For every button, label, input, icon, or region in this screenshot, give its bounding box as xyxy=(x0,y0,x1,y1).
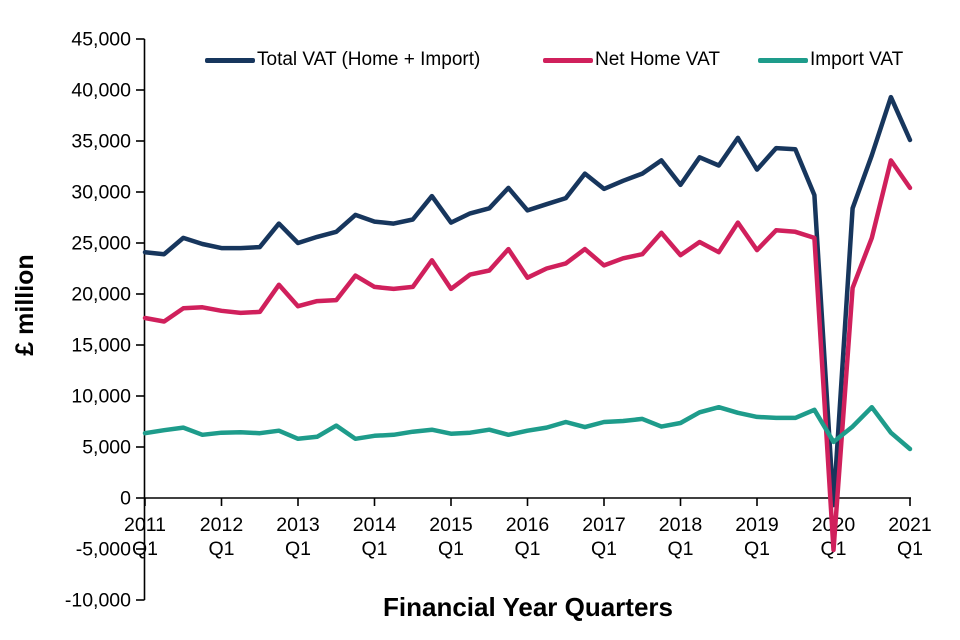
legend-item-total-vat: Total VAT (Home + Import) xyxy=(205,48,480,72)
y-axis-tick-label: 20,000 xyxy=(71,284,131,306)
legend-label-import-vat: Import VAT xyxy=(810,49,904,70)
y-axis-title: £ million xyxy=(11,254,39,356)
y-axis-tick-label: 45,000 xyxy=(71,29,131,51)
x-axis-year-label: 2019 xyxy=(735,514,778,536)
x-axis-year-label: 2012 xyxy=(200,514,243,536)
x-axis-quarter-label: Q1 xyxy=(208,538,234,560)
legend-label-net-home-vat: Net Home VAT xyxy=(595,49,720,70)
x-axis-quarter-label: Q1 xyxy=(897,538,923,560)
x-axis-quarter-label: Q1 xyxy=(438,538,464,560)
x-axis-quarter-label: Q1 xyxy=(514,538,540,560)
series-line-total-vat-home-import xyxy=(142,94,913,508)
x-axis-year-label: 2016 xyxy=(506,514,549,536)
x-axis-year-label: 2011 xyxy=(124,514,166,536)
y-axis-tick-label: -5,000 xyxy=(76,539,131,561)
y-axis-tick-label: 25,000 xyxy=(71,233,131,255)
x-axis-year-label: 2018 xyxy=(659,514,702,536)
x-axis-quarter-label: Q1 xyxy=(667,538,693,560)
legend-label-total-vat: Total VAT (Home + Import) xyxy=(257,49,481,70)
y-axis-tick-label: 5,000 xyxy=(82,437,131,459)
legend-item-net-home-vat: Net Home VAT xyxy=(543,48,720,72)
legend-line-swatch-total-vat xyxy=(205,57,255,63)
y-axis-tick-label: 10,000 xyxy=(71,386,131,408)
x-axis-quarter-label: Q1 xyxy=(591,538,617,560)
x-axis-year-label: 2017 xyxy=(582,514,625,536)
y-axis-tick-label: -10,000 xyxy=(65,590,131,612)
x-axis-title: Financial Year Quarters xyxy=(383,592,673,622)
series-line-net-home-vat xyxy=(142,158,913,553)
x-axis-quarter-label: Q1 xyxy=(361,538,387,560)
x-axis-year-label: 2014 xyxy=(353,514,397,536)
x-axis-year-label: 2015 xyxy=(429,514,473,536)
y-axis-tick-label: 30,000 xyxy=(71,182,131,204)
y-axis-tick-label: 40,000 xyxy=(71,80,131,102)
x-axis-quarter-label: Q1 xyxy=(744,538,770,560)
x-axis-year-label: 2021 xyxy=(888,514,931,536)
y-axis-tick-label: 0 xyxy=(120,488,131,510)
x-axis-quarter-label: Q1 xyxy=(285,538,311,560)
legend-line-swatch-net-home-vat xyxy=(543,57,593,63)
x-axis-quarter-label: Q1 xyxy=(132,538,158,560)
legend-line-swatch-import-vat xyxy=(758,57,808,63)
legend-item-import-vat: Import VAT xyxy=(758,48,903,72)
y-axis-tick-label: 15,000 xyxy=(71,335,131,357)
x-axis-year-label: 2013 xyxy=(276,514,319,536)
series-line-import-vat xyxy=(142,404,913,452)
y-axis-tick-label: 35,000 xyxy=(71,131,131,153)
